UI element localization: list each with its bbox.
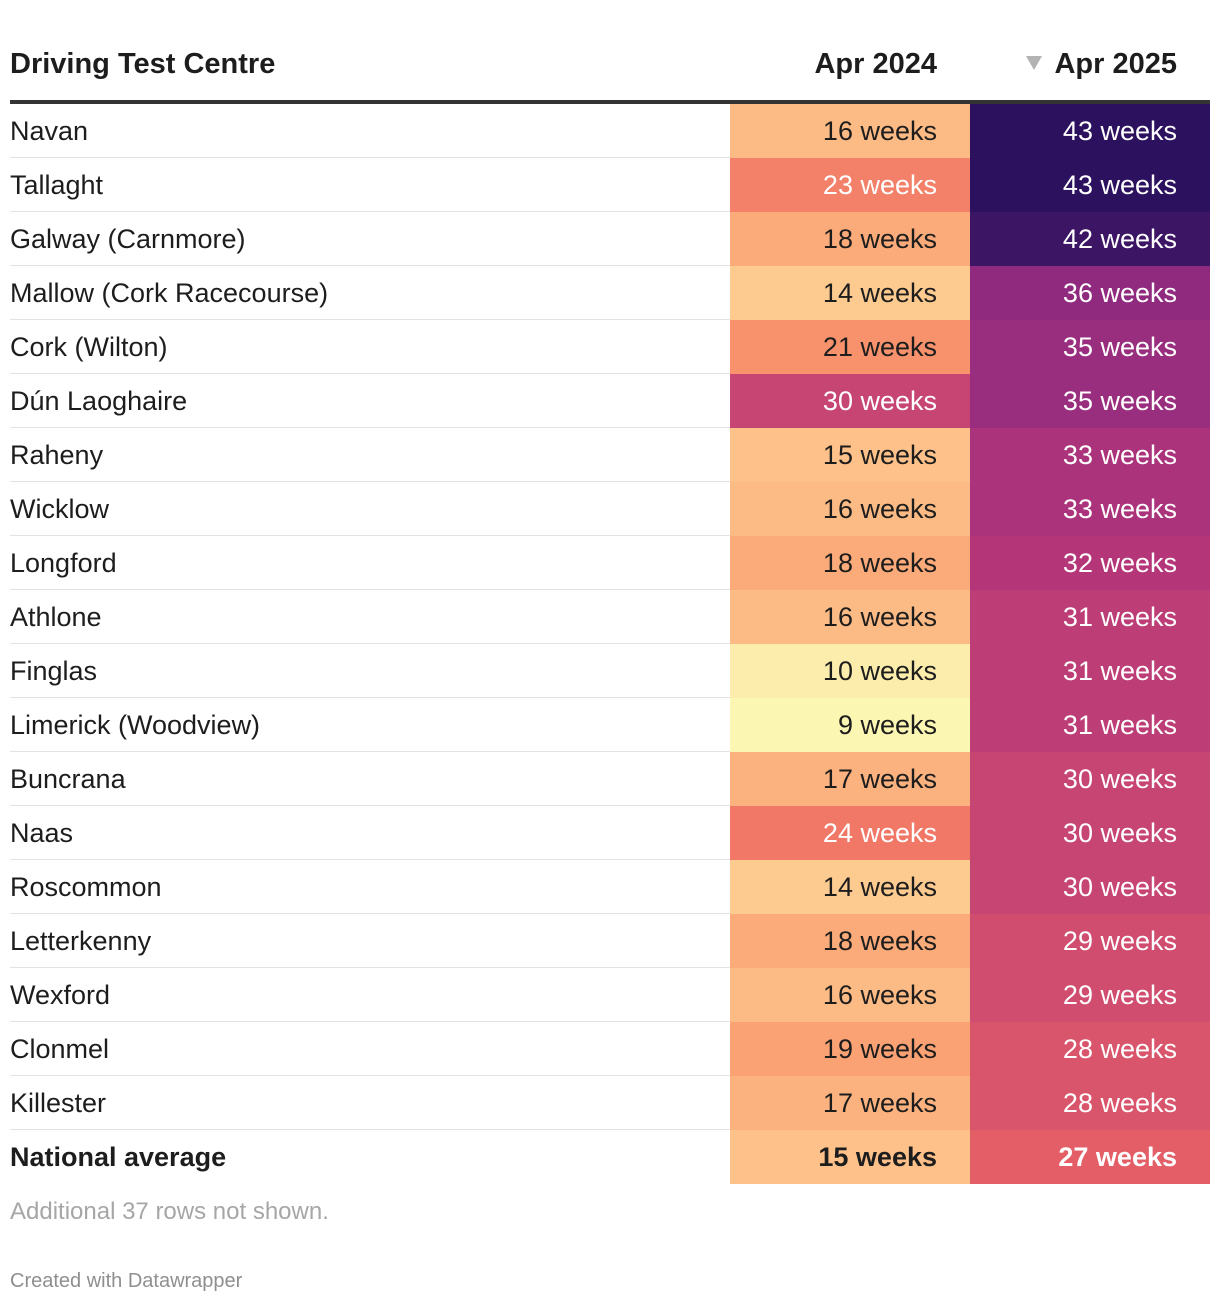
cell-apr-2025: 43 weeks (970, 104, 1210, 158)
cell-apr-2024: 16 weeks (730, 968, 970, 1022)
cell-centre: Roscommon (10, 872, 162, 902)
table-row: Galway (Carnmore) 18 weeks 42 weeks (10, 212, 1210, 266)
cell-centre: National average (10, 1142, 227, 1172)
cell-centre: Buncrana (10, 764, 126, 794)
cell-apr-2024: 14 weeks (730, 860, 970, 914)
cell-centre: Raheny (10, 440, 104, 470)
cell-apr-2024: 16 weeks (730, 482, 970, 536)
cell-centre: Wexford (10, 980, 111, 1010)
cell-centre: Navan (10, 116, 89, 146)
cell-apr-2025: 42 weeks (970, 212, 1210, 266)
cell-apr-2024: 21 weeks (730, 320, 970, 374)
table-row: Cork (Wilton) 21 weeks 35 weeks (10, 320, 1210, 374)
table-row: Naas 24 weeks 30 weeks (10, 806, 1210, 860)
cell-apr-2024: 24 weeks (730, 806, 970, 860)
cell-apr-2024: 10 weeks (730, 644, 970, 698)
sort-descending-icon (1026, 56, 1043, 71)
table-row: Wicklow 16 weeks 33 weeks (10, 482, 1210, 536)
cell-apr-2025: 29 weeks (970, 914, 1210, 968)
cell-apr-2025: 43 weeks (970, 158, 1210, 212)
cell-apr-2025: 30 weeks (970, 860, 1210, 914)
cell-centre: Limerick (Woodview) (10, 710, 261, 740)
footnote: Additional 37 rows not shown. (10, 1198, 329, 1225)
cell-apr-2024: 30 weeks (730, 374, 970, 428)
cell-centre: Killester (10, 1088, 107, 1118)
cell-centre: Wicklow (10, 494, 109, 524)
table-row: Roscommon 14 weeks 30 weeks (10, 860, 1210, 914)
cell-apr-2025: 36 weeks (970, 266, 1210, 320)
credit-line: Created with Datawrapper (10, 1270, 243, 1292)
cell-centre: Finglas (10, 656, 98, 686)
cell-apr-2024: 15 weeks (730, 1130, 970, 1184)
column-header-centre[interactable]: Driving Test Centre (10, 48, 276, 80)
table-row: Killester 17 weeks 28 weeks (10, 1076, 1210, 1130)
cell-centre: Mallow (Cork Racecourse) (10, 278, 329, 308)
cell-apr-2024: 17 weeks (730, 752, 970, 806)
table-row: Finglas 10 weeks 31 weeks (10, 644, 1210, 698)
column-header-apr-2025[interactable]: Apr 2025 (970, 28, 1210, 100)
cell-apr-2025: 31 weeks (970, 644, 1210, 698)
cell-centre: Naas (10, 818, 74, 848)
table-row: Dún Laoghaire 30 weeks 35 weeks (10, 374, 1210, 428)
table-row: Tallaght 23 weeks 43 weeks (10, 158, 1210, 212)
table-row: Athlone 16 weeks 31 weeks (10, 590, 1210, 644)
table-row: Wexford 16 weeks 29 weeks (10, 968, 1210, 1022)
cell-apr-2025: 30 weeks (970, 752, 1210, 806)
cell-apr-2024: 17 weeks (730, 1076, 970, 1130)
cell-apr-2024: 19 weeks (730, 1022, 970, 1076)
cell-apr-2025: 28 weeks (970, 1076, 1210, 1130)
table-row: Letterkenny 18 weeks 29 weeks (10, 914, 1210, 968)
table-row: Limerick (Woodview) 9 weeks 31 weeks (10, 698, 1210, 752)
table-row: Buncrana 17 weeks 30 weeks (10, 752, 1210, 806)
table-row: Raheny 15 weeks 33 weeks (10, 428, 1210, 482)
cell-centre: Clonmel (10, 1034, 110, 1064)
cell-apr-2024: 18 weeks (730, 212, 970, 266)
cell-apr-2025: 31 weeks (970, 590, 1210, 644)
cell-apr-2025: 30 weeks (970, 806, 1210, 860)
cell-apr-2025: 33 weeks (970, 482, 1210, 536)
cell-apr-2025: 33 weeks (970, 428, 1210, 482)
cell-centre: Athlone (10, 602, 102, 632)
table-row: Mallow (Cork Racecourse) 14 weeks 36 weeks (10, 266, 1210, 320)
cell-apr-2024: 9 weeks (730, 698, 970, 752)
cell-apr-2025: 27 weeks (970, 1130, 1210, 1184)
data-table: Driving Test Centre Apr 2024 Apr 2025 Na… (10, 28, 1210, 1184)
cell-apr-2024: 16 weeks (730, 104, 970, 158)
cell-centre: Cork (Wilton) (10, 332, 168, 362)
cell-apr-2025: 35 weeks (970, 374, 1210, 428)
cell-apr-2024: 18 weeks (730, 536, 970, 590)
table-body: Navan 16 weeks 43 weeks Tallaght 23 weeks 43 … (10, 104, 1210, 1184)
cell-centre: Longford (10, 548, 117, 578)
cell-centre: Dún Laoghaire (10, 386, 188, 416)
cell-centre: Tallaght (10, 170, 104, 200)
cell-centre: Letterkenny (10, 926, 152, 956)
cell-apr-2024: 14 weeks (730, 266, 970, 320)
cell-apr-2025: 28 weeks (970, 1022, 1210, 1076)
table-row: Clonmel 19 weeks 28 weeks (10, 1022, 1210, 1076)
cell-apr-2024: 16 weeks (730, 590, 970, 644)
cell-apr-2024: 23 weeks (730, 158, 970, 212)
cell-apr-2024: 15 weeks (730, 428, 970, 482)
column-header-apr-2025-label: Apr 2025 (1054, 48, 1177, 80)
table-row: Navan 16 weeks 43 weeks (10, 104, 1210, 158)
cell-apr-2025: 31 weeks (970, 698, 1210, 752)
cell-apr-2024: 18 weeks (730, 914, 970, 968)
cell-apr-2025: 32 weeks (970, 536, 1210, 590)
cell-apr-2025: 35 weeks (970, 320, 1210, 374)
cell-apr-2025: 29 weeks (970, 968, 1210, 1022)
table-row: Longford 18 weeks 32 weeks (10, 536, 1210, 590)
table-header: Driving Test Centre Apr 2024 Apr 2025 (10, 28, 1210, 104)
table-row: National average 15 weeks 27 weeks (10, 1130, 1210, 1184)
cell-centre: Galway (Carnmore) (10, 224, 246, 254)
column-header-apr-2024[interactable]: Apr 2024 (814, 48, 937, 80)
